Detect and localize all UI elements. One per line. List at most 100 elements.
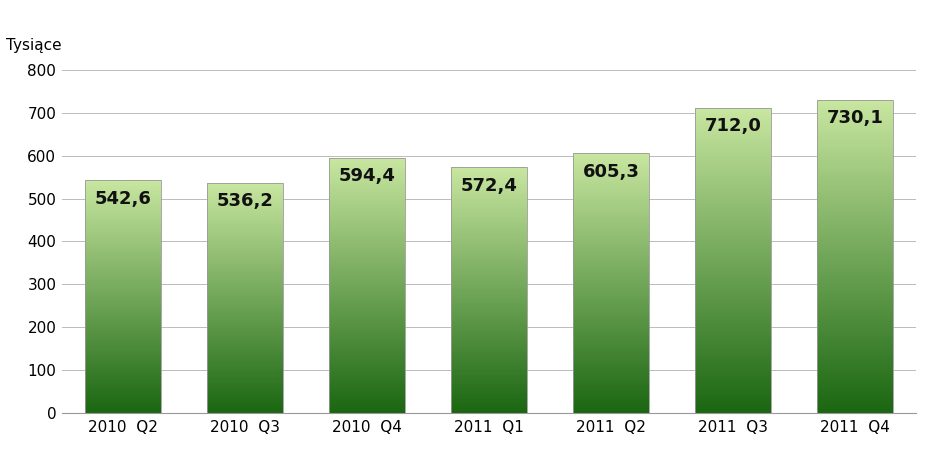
Bar xyxy=(330,216,405,217)
Bar xyxy=(207,320,283,321)
Bar xyxy=(817,312,893,313)
Bar xyxy=(330,357,405,358)
Bar xyxy=(452,287,527,288)
Bar xyxy=(85,238,161,239)
Bar xyxy=(207,305,283,306)
Bar xyxy=(85,276,161,277)
Bar xyxy=(452,318,527,319)
Bar xyxy=(85,334,161,335)
Bar xyxy=(85,411,161,412)
Bar xyxy=(573,179,649,180)
Bar xyxy=(817,218,893,219)
Bar xyxy=(695,237,771,238)
Bar xyxy=(817,251,893,252)
Bar xyxy=(207,399,283,400)
Bar xyxy=(330,370,405,371)
Bar xyxy=(330,213,405,214)
Bar xyxy=(330,356,405,357)
Bar xyxy=(695,350,771,351)
Bar xyxy=(85,198,161,199)
Bar xyxy=(330,297,405,298)
Bar xyxy=(85,249,161,250)
Bar xyxy=(573,344,649,345)
Bar xyxy=(330,377,405,378)
Bar xyxy=(817,216,893,217)
Bar xyxy=(85,358,161,359)
Bar xyxy=(452,335,527,336)
Bar xyxy=(330,405,405,406)
Bar xyxy=(573,331,649,332)
Bar xyxy=(207,403,283,404)
Bar xyxy=(573,253,649,254)
Bar xyxy=(573,398,649,399)
Bar xyxy=(85,241,161,242)
Bar xyxy=(330,229,405,230)
Bar xyxy=(817,173,893,174)
Bar xyxy=(573,199,649,200)
Bar xyxy=(85,326,161,327)
Bar xyxy=(695,254,771,255)
Bar xyxy=(207,392,283,393)
Bar xyxy=(817,326,893,328)
Bar xyxy=(695,322,771,324)
Bar xyxy=(817,231,893,232)
Bar xyxy=(85,287,161,288)
Bar xyxy=(330,299,405,300)
Bar xyxy=(85,295,161,296)
Bar xyxy=(85,257,161,258)
Bar xyxy=(695,110,771,111)
Bar xyxy=(330,331,405,332)
Bar xyxy=(330,298,405,299)
Bar xyxy=(695,299,771,300)
Bar xyxy=(573,341,649,342)
Bar xyxy=(573,394,649,395)
Bar xyxy=(452,297,527,298)
Bar xyxy=(207,194,283,195)
Bar xyxy=(85,372,161,373)
Bar xyxy=(817,132,893,133)
Bar xyxy=(695,396,771,397)
Bar xyxy=(452,221,527,222)
Bar xyxy=(817,129,893,130)
Bar xyxy=(85,397,161,398)
Bar xyxy=(330,261,405,262)
Bar xyxy=(207,350,283,351)
Bar xyxy=(817,101,893,102)
Bar xyxy=(330,217,405,218)
Bar xyxy=(207,323,283,324)
Bar xyxy=(452,338,527,339)
Bar xyxy=(85,200,161,201)
Bar xyxy=(452,240,527,241)
Bar xyxy=(452,353,527,354)
Bar xyxy=(573,402,649,403)
Bar xyxy=(207,220,283,221)
Bar xyxy=(452,303,527,304)
Bar xyxy=(695,278,771,279)
Bar xyxy=(85,298,161,299)
Bar xyxy=(85,291,161,292)
Bar xyxy=(817,344,893,345)
Bar xyxy=(695,190,771,191)
Bar xyxy=(573,272,649,273)
Bar xyxy=(85,204,161,205)
Bar xyxy=(573,368,649,369)
Bar xyxy=(85,277,161,278)
Bar xyxy=(452,376,527,377)
Bar xyxy=(207,333,283,334)
Bar xyxy=(573,174,649,175)
Bar xyxy=(695,209,771,211)
Bar xyxy=(573,404,649,405)
Bar xyxy=(85,386,161,387)
Bar xyxy=(695,393,771,394)
Bar xyxy=(85,377,161,378)
Bar xyxy=(330,188,405,189)
Bar xyxy=(330,294,405,295)
Bar xyxy=(207,261,283,262)
Bar xyxy=(207,196,283,197)
Bar xyxy=(573,153,649,413)
Bar xyxy=(695,142,771,143)
Bar xyxy=(85,269,161,270)
Bar xyxy=(695,259,771,260)
Bar xyxy=(207,342,283,343)
Bar xyxy=(817,211,893,212)
